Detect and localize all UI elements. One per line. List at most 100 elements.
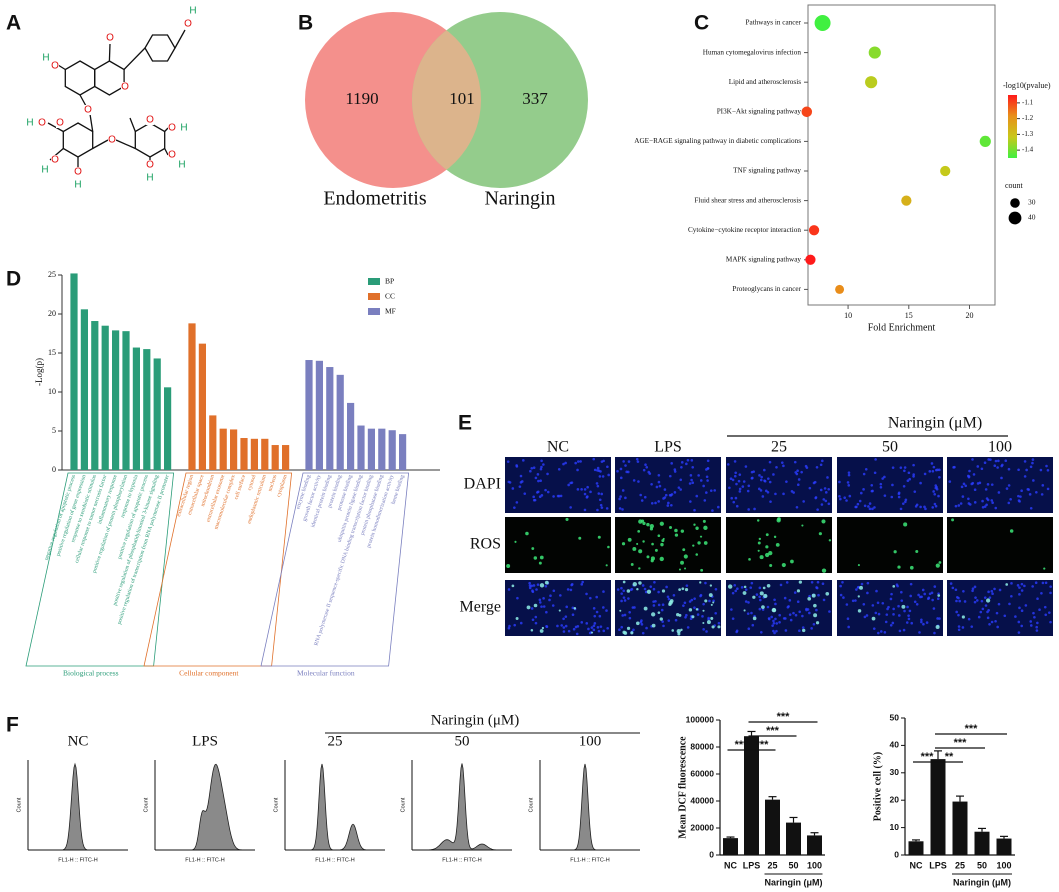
ros-signal [659,556,664,562]
group-label: Cellular component [179,669,239,678]
size-legend-title: count [1005,181,1024,190]
atom-bg [41,165,49,175]
nucleus [746,612,750,615]
nucleus [689,500,692,503]
nucleus [957,625,961,628]
ros-signal [708,593,713,597]
nucleus [679,478,683,482]
ros-signal [828,539,832,542]
panel-label: C [694,12,709,35]
nucleus [962,589,965,593]
nucleus [984,488,988,491]
nucleus [785,480,788,483]
ros-signal [935,624,940,630]
nucleus [933,585,937,588]
ros-signal [893,550,897,554]
dot [940,165,951,177]
nucleus [673,468,677,471]
nucleus [596,484,600,488]
nucleus [817,593,820,597]
nucleus [653,580,656,584]
ros-signal [857,564,860,567]
ros-signal [695,553,699,556]
nucleus [875,589,878,593]
nucleus [679,488,682,491]
nucleus [616,469,619,473]
ros-signal [699,535,703,538]
nucleus [931,469,935,473]
nucleus [583,488,587,491]
nucleus [879,482,883,486]
nucleus [733,460,737,463]
atom-bg [26,118,34,128]
atom-bg [74,167,82,177]
bar [282,445,290,470]
nucleus [690,598,694,602]
nucleus [919,595,922,599]
x-tick-label: 50 [788,860,798,870]
nucleus [962,482,966,486]
nucleus [971,589,974,593]
nucleus [989,458,992,461]
nucleus [1041,484,1045,487]
nucleus [961,495,965,498]
nucleus [640,623,644,626]
nucleus [843,496,846,500]
nucleus [986,616,990,620]
ros-signal [857,609,862,613]
nucleus [930,591,934,595]
atom-label: O [146,160,154,171]
micrograph [505,457,611,513]
colorbar-label: -log10(pvalue) [1003,81,1051,90]
y-tick-label: 60000 [690,768,714,778]
nucleus [540,465,543,469]
nucleus [872,627,876,630]
ros-signal [683,554,688,559]
ros-signal [676,629,681,634]
nucleus [759,478,763,482]
nucleus [796,469,799,473]
nucleus [1043,605,1047,609]
ros-signal [638,519,643,524]
nucleus [565,605,569,609]
nucleus [770,615,773,619]
nucleus [1040,591,1043,595]
nucleus [507,626,511,630]
nucleus [683,601,687,605]
ros-signal [626,589,631,593]
bar [723,838,738,855]
nucleus [964,484,968,488]
nucleus [892,607,895,611]
dot [814,15,831,31]
histogram-title: 100 [579,733,602,749]
nucleus [928,470,932,473]
y-tick-label: Fluid shear stress and atherosclerosis [694,196,801,204]
ros-signal [712,601,715,604]
ros-signal [642,540,645,543]
ros-signal [699,581,702,584]
nucleus [906,605,909,609]
ros-signal [693,523,696,526]
nucleus [702,484,705,488]
atom-bg [38,118,46,128]
ros-signal [807,596,812,601]
nucleus [670,462,673,465]
ros-signal [619,609,622,612]
column-label: 50 [882,439,898,456]
nucleus [506,460,510,463]
nucleus [529,469,532,473]
x-tick-label: 25 [767,860,777,870]
nucleus [938,617,941,620]
nucleus [957,504,961,507]
nucleus [921,588,925,592]
ros-signal [935,563,940,568]
nucleus [986,610,989,614]
nucleus [1031,585,1034,588]
nucleus [784,629,788,632]
nucleus [1014,615,1017,618]
panel-label: F [6,714,19,737]
nucleus [967,617,971,621]
nucleus [619,467,623,471]
ros-signal [813,603,817,608]
nucleus [620,625,624,629]
